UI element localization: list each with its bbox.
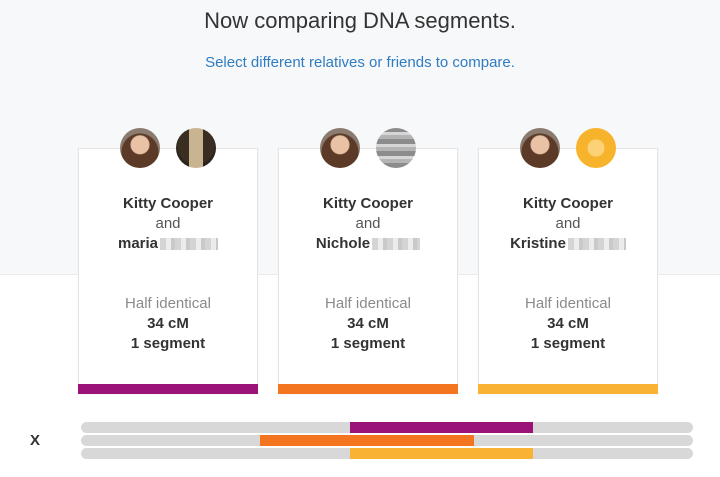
card-stats: Half identical 34 cM 1 segment [279, 294, 457, 354]
person-b-first-name: Nichole [315, 235, 371, 252]
shared-segment[interactable] [350, 422, 533, 433]
segment-count: 1 segment [530, 335, 606, 352]
shared-segment[interactable] [259, 435, 474, 446]
segment-count: 1 segment [130, 335, 206, 352]
relationship-label: Half identical [525, 295, 611, 312]
person-a-name: Kitty Cooper [123, 195, 213, 212]
redacted-surname [567, 238, 626, 251]
person-a-name: Kitty Cooper [523, 195, 613, 212]
comparison-card-2[interactable]: Kitty Cooper and Nichole Half identical … [278, 148, 458, 394]
card-stats: Half identical 34 cM 1 segment [479, 294, 657, 354]
person-b-first-name: maria [117, 235, 159, 252]
select-relatives-link[interactable]: Select different relatives or friends to… [205, 54, 515, 71]
and-text: and [555, 215, 581, 232]
and-text: and [155, 215, 181, 232]
person-b-name: Kristine [479, 234, 657, 254]
segment-count: 1 segment [330, 335, 406, 352]
profile-photo-icon[interactable] [120, 128, 160, 168]
card-names: Kitty Cooper and Nichole [279, 194, 457, 254]
redacted-surname [372, 238, 421, 251]
relationship-label: Half identical [325, 295, 411, 312]
person-b-name: Nichole [279, 234, 457, 254]
and-text: and [355, 215, 381, 232]
card-color-bar [78, 384, 258, 394]
shared-cm: 34 cM [147, 315, 189, 332]
page-title: Now comparing DNA segments. [204, 8, 516, 33]
profile-photo-icon[interactable] [176, 128, 216, 168]
profile-photo-icon[interactable] [520, 128, 560, 168]
chromosome-label: X [30, 432, 41, 449]
relationship-label: Half identical [125, 295, 211, 312]
card-stats: Half identical 34 cM 1 segment [79, 294, 257, 354]
person-b-first-name: Kristine [510, 235, 566, 252]
chromosome-track-1[interactable] [81, 422, 693, 433]
comparison-card-3[interactable]: Kitty Cooper and Kristine Half identical… [478, 148, 658, 394]
card-names: Kitty Cooper and maria [79, 194, 257, 254]
card-color-bar [478, 384, 658, 394]
shared-cm: 34 cM [547, 315, 589, 332]
card-color-bar [278, 384, 458, 394]
redacted-surname [160, 238, 219, 251]
person-b-name: maria [79, 234, 257, 254]
default-avatar-icon[interactable] [576, 128, 616, 168]
chromosome-track-2[interactable] [81, 435, 693, 446]
comparison-card-1[interactable]: Kitty Cooper and maria Half identical 34… [78, 148, 258, 394]
card-names: Kitty Cooper and Kristine [479, 194, 657, 254]
profile-photo-icon[interactable] [376, 128, 416, 168]
shared-segment[interactable] [350, 448, 533, 459]
profile-photo-icon[interactable] [320, 128, 360, 168]
shared-cm: 34 cM [347, 315, 389, 332]
chromosome-track-3[interactable] [81, 448, 693, 459]
person-a-name: Kitty Cooper [323, 195, 413, 212]
